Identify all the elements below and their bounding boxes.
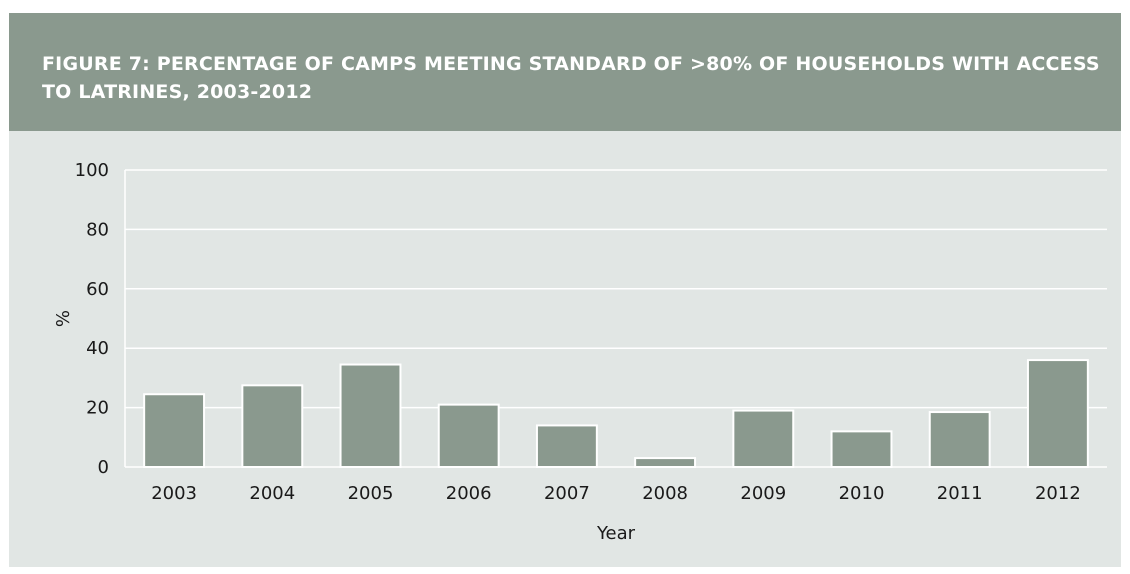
x-tick-label: 2007 [544,483,590,504]
bar-2007 [535,424,598,469]
y-axis-label: % [53,310,74,327]
y-tick-label: 80 [86,219,109,240]
bars [143,359,1089,469]
figure-header: FIGURE 7: PERCENTAGE OF CAMPS MEETING ST… [9,13,1121,131]
y-tick-label: 100 [75,160,109,181]
x-tick-label: 2003 [151,483,197,504]
bar-2006 [437,403,500,469]
y-tick-label: 20 [86,398,109,419]
bar-2011 [928,411,991,468]
x-tick-label: 2010 [839,483,885,504]
x-tick-label: 2005 [348,483,394,504]
x-tick-label: 2006 [446,483,492,504]
x-axis-ticks: 2003 2004 2005 2006 2007 2008 2009 2010 2011 2012 [151,483,1081,504]
bar-2009 [732,409,795,469]
bar-2008 [634,457,697,468]
x-tick-label: 2009 [740,483,786,504]
y-tick-label: 0 [98,457,109,478]
y-axis-ticks: 0 20 40 60 80 100 [75,160,109,478]
x-axis-label: Year [596,523,636,544]
bar-2010 [830,430,893,468]
bar-2004 [241,384,304,469]
x-tick-label: 2011 [937,483,983,504]
chart-title: FIGURE 7: PERCENTAGE OF CAMPS MEETING ST… [42,53,1100,103]
figure-panel: FIGURE 7: PERCENTAGE OF CAMPS MEETING ST… [9,13,1121,567]
bar-2012 [1026,359,1089,468]
bar-2005 [339,363,402,468]
y-tick-label: 40 [86,338,109,359]
x-tick-label: 2008 [642,483,688,504]
x-tick-label: 2004 [249,483,295,504]
x-tick-label: 2012 [1035,483,1081,504]
bar-2003 [143,393,206,468]
y-tick-label: 60 [86,279,109,300]
